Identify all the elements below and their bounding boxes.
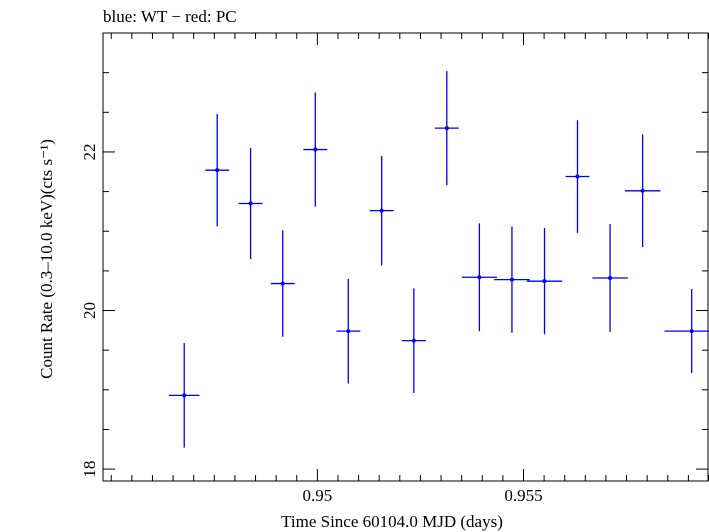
data-point: [461, 223, 498, 332]
data-point: [401, 288, 426, 393]
point-marker: [689, 329, 694, 334]
plot-frame: [102, 32, 709, 482]
x-axis-label: Time Since 60104.0 MJD (days): [281, 512, 503, 531]
data-point: [664, 289, 709, 374]
data-point: [238, 147, 263, 259]
point-marker: [346, 329, 351, 334]
y-axis: 18 20 22: [80, 32, 708, 478]
data-point: [494, 226, 530, 333]
data-series: [168, 71, 709, 448]
point-marker: [640, 188, 645, 193]
data-point: [168, 343, 200, 448]
data-point: [336, 278, 361, 384]
chart-title: blue: WT − red: PC: [103, 7, 237, 26]
y-tick-label: 22: [80, 143, 99, 160]
point-marker: [182, 393, 187, 398]
x-axis: 0.95 0.955: [110, 33, 709, 505]
data-point: [624, 134, 661, 248]
data-point: [205, 113, 230, 227]
y-tick-label: 20: [80, 302, 99, 319]
data-point: [592, 224, 628, 332]
point-marker: [248, 201, 253, 206]
data-point: [434, 71, 459, 186]
point-marker: [477, 275, 482, 280]
plot-border: [102, 32, 709, 482]
point-marker: [280, 281, 285, 286]
data-point: [565, 120, 590, 233]
x-tick-label: 0.95: [302, 486, 332, 505]
point-marker: [379, 208, 384, 213]
point-marker: [509, 277, 514, 282]
point-marker: [542, 279, 547, 284]
y-tick-label: 18: [80, 461, 99, 478]
data-point: [270, 230, 295, 337]
point-marker: [444, 126, 449, 131]
data-point: [526, 228, 563, 335]
y-axis-label: Count Rate (0.3–10.0 keV)(cts s⁻¹): [37, 139, 56, 379]
point-marker: [575, 174, 580, 179]
point-marker: [608, 276, 613, 281]
point-marker: [411, 338, 416, 343]
data-point: [303, 92, 328, 207]
data-point: [369, 155, 394, 266]
point-marker: [313, 147, 318, 152]
point-marker: [215, 168, 220, 173]
x-tick-label: 0.955: [504, 486, 542, 505]
